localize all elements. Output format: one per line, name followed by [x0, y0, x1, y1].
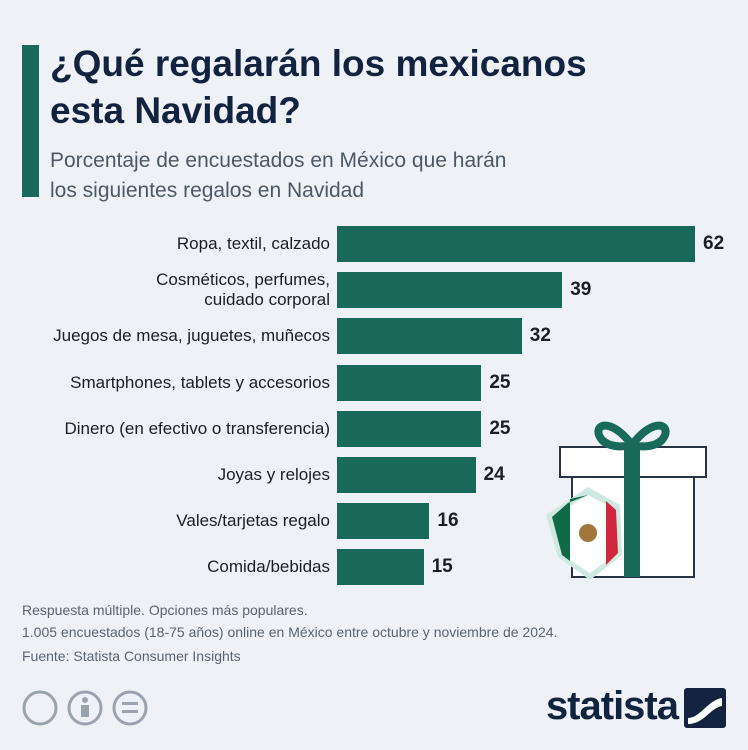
category-label: Dinero (en efectivo o transferencia): [64, 418, 330, 438]
footnote: Respuesta múltiple. Opciones más popular…: [22, 602, 308, 618]
title-accent: [22, 45, 39, 197]
value-label: 24: [483, 464, 505, 485]
value-label: 62: [703, 233, 725, 254]
category-label: Juegos de mesa, juguetes, muñecos: [53, 326, 330, 346]
value-label: 32: [529, 325, 551, 347]
bar: [337, 226, 695, 262]
bar: [337, 318, 522, 355]
bar: [337, 457, 476, 493]
category-label: Joyas y relojes: [217, 465, 330, 484]
footnote: Fuente: Statista Consumer Insights: [22, 648, 241, 664]
value-label: 25: [489, 417, 511, 439]
chart-title: ¿Qué regalarán los mexicanos esta Navida…: [50, 43, 587, 131]
bar: [337, 364, 482, 401]
bar: [337, 549, 424, 586]
chart-subtitle: Porcentaje de encuestados en México que …: [50, 149, 507, 202]
bar: [337, 272, 563, 309]
bar: [337, 503, 430, 540]
value-label: 39: [570, 279, 592, 301]
category-label: Vales/tarjetas regalo: [176, 511, 330, 531]
footnote: 1.005 encuestados (18-75 años) online en…: [22, 624, 558, 640]
category-label: Cosméticos, perfumes, cuidado corporal: [156, 270, 330, 310]
value-label: 16: [437, 510, 459, 532]
gift-icon: [546, 421, 707, 580]
brand-name: statista: [545, 684, 679, 728]
category-label: Smartphones, tablets y accesorios: [70, 372, 330, 392]
value-label: 25: [489, 371, 511, 393]
bar: [337, 410, 482, 447]
value-label: 15: [431, 556, 453, 578]
category-label: Comida/bebidas: [207, 557, 330, 577]
license-icons: [22, 690, 148, 726]
category-label: Ropa, textil, calzado: [176, 234, 330, 253]
brand-logo: [684, 688, 726, 728]
